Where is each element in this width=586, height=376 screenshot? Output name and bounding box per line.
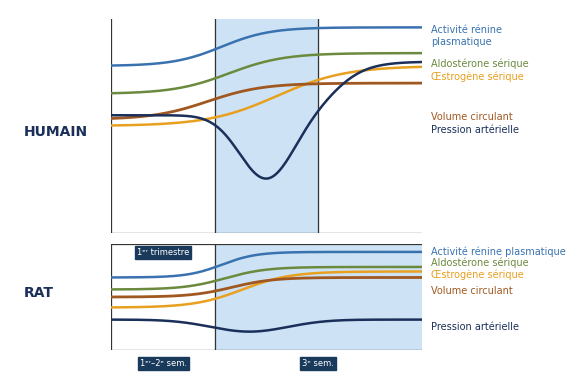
Bar bbox=[215, 19, 318, 233]
Text: Pression artérielle: Pression artérielle bbox=[431, 322, 519, 332]
Text: Volume circulant: Volume circulant bbox=[431, 112, 513, 121]
Text: Volume circulant: Volume circulant bbox=[431, 287, 513, 296]
Text: RAT: RAT bbox=[23, 286, 53, 300]
Text: Pression artérielle: Pression artérielle bbox=[431, 125, 519, 135]
Bar bbox=[215, 244, 422, 350]
Text: 3ᵉ sem.: 3ᵉ sem. bbox=[302, 359, 335, 368]
Text: 2ᵉ trimestre: 2ᵉ trimestre bbox=[241, 248, 292, 257]
Text: 1ᵉʳ trimestre: 1ᵉʳ trimestre bbox=[137, 248, 189, 257]
Text: HUMAIN: HUMAIN bbox=[23, 124, 87, 139]
Text: Activité rénine
plasmatique: Activité rénine plasmatique bbox=[431, 25, 502, 47]
Text: Aldostérone sérique: Aldostérone sérique bbox=[431, 59, 529, 69]
Text: 1ᵉʳ–2ᵉ sem.: 1ᵉʳ–2ᵉ sem. bbox=[139, 359, 186, 368]
Text: Œstrogène sérique: Œstrogène sérique bbox=[431, 269, 523, 280]
Text: Activité rénine plasmatique: Activité rénine plasmatique bbox=[431, 247, 565, 257]
Text: Œstrogène sérique: Œstrogène sérique bbox=[431, 72, 523, 82]
Text: Aldostérone sérique: Aldostérone sérique bbox=[431, 258, 529, 268]
Text: 3ᵉ trimestre: 3ᵉ trimestre bbox=[345, 248, 396, 257]
